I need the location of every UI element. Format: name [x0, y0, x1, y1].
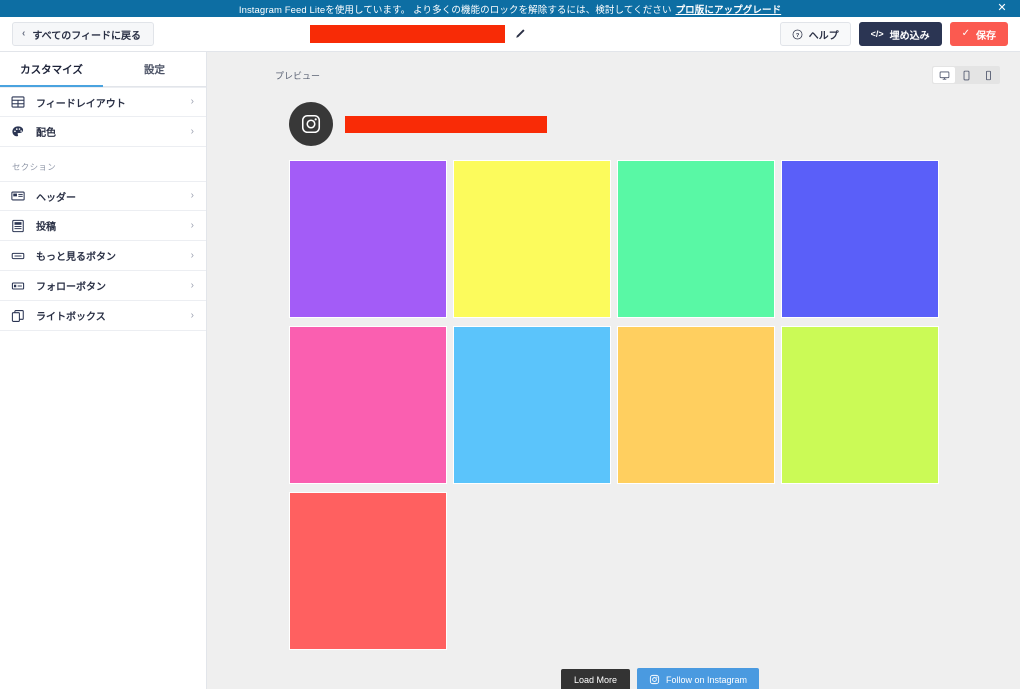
tab-settings[interactable]: 設定	[103, 52, 206, 86]
back-to-all-feeds-button[interactable]: ‹ すべてのフィードに戻る	[12, 22, 155, 46]
question-circle-icon: ?	[792, 29, 803, 40]
chevron-right-icon: ›	[190, 249, 194, 261]
grid-icon	[10, 94, 26, 110]
sidebar-item-header-label: ヘッダー	[36, 192, 76, 204]
feed-title-redacted	[310, 25, 505, 43]
load-more-button[interactable]: Load More	[560, 668, 630, 689]
sidebar-item-lightbox-label: ライトボックス	[36, 312, 106, 323]
preview-pane: プレビュー	[207, 52, 1020, 689]
sidebar-item-lightbox[interactable]: ライトボックス ›	[0, 301, 206, 331]
follow-button-icon	[10, 278, 26, 294]
preview-label: プレビュー	[275, 70, 321, 81]
sidebar-primary-list: フィードレイアウト › 配色 ›	[0, 87, 206, 147]
tab-settings-label: 設定	[144, 63, 165, 76]
sidebar-item-feed-layout-label: フィードレイアウト	[36, 98, 126, 110]
sidebar-item-feed-layout[interactable]: フィードレイアウト ›	[0, 87, 206, 117]
sidebar-section-label: セクション	[12, 162, 57, 172]
post-grid-wrapper: Load More Follow on Instagram	[207, 146, 939, 689]
lightbox-icon	[10, 308, 26, 324]
palette-icon	[10, 124, 26, 140]
chevron-right-icon: ›	[190, 279, 194, 291]
device-mobile-button[interactable]	[977, 67, 999, 83]
instagram-icon	[301, 114, 321, 134]
main-layout: カスタマイズ 設定 フィードレイアウト ›	[0, 52, 1020, 689]
promo-banner-text: Instagram Feed Liteを使用しています。 より多くの機能のロック…	[238, 4, 672, 16]
post-tile[interactable]	[289, 160, 447, 318]
close-icon[interactable]: ✕	[997, 2, 1007, 14]
post-tile[interactable]	[617, 326, 775, 484]
chevron-right-icon: ›	[190, 96, 194, 107]
load-more-icon	[10, 248, 26, 264]
toolbar-actions: ? ヘルプ </> 埋め込み ✓ 保存	[779, 22, 1008, 46]
sidebar-item-follow-button[interactable]: フォローボタン ›	[0, 271, 206, 301]
chevron-right-icon: ›	[190, 125, 194, 137]
sidebar-item-load-more-button-label: もっと見るボタン	[36, 252, 116, 263]
device-tablet-button[interactable]	[955, 67, 977, 83]
sidebar-item-color-scheme-label: 配色	[36, 128, 56, 139]
svg-text:?: ?	[795, 32, 799, 38]
post-tile[interactable]	[781, 160, 939, 318]
feed-title-area	[310, 25, 527, 43]
post-grid	[289, 160, 939, 650]
help-button[interactable]: ? ヘルプ	[779, 22, 851, 46]
avatar	[289, 102, 333, 146]
device-desktop-button[interactable]	[933, 67, 955, 83]
promo-banner: Instagram Feed Liteを使用しています。 より多くの機能のロック…	[0, 0, 1020, 17]
top-toolbar: ‹ すべてのフィードに戻る ? ヘルプ </> 埋め込み ✓ 保存	[0, 17, 1020, 52]
sidebar-section-list: ヘッダー › 投稿 ›	[0, 181, 206, 331]
save-button[interactable]: ✓ 保存	[949, 22, 1008, 46]
help-button-label: ヘルプ	[808, 30, 839, 42]
upgrade-pro-link[interactable]: プロ版にアップグレード	[675, 4, 782, 16]
sidebar: カスタマイズ 設定 フィードレイアウト ›	[0, 52, 207, 689]
username-redacted	[345, 115, 547, 133]
pencil-icon[interactable]	[513, 27, 527, 41]
sidebar-item-posts-label: 投稿	[36, 222, 56, 233]
feed-action-buttons: Load More Follow on Instagram	[289, 668, 1020, 689]
post-tile[interactable]	[453, 326, 611, 484]
check-icon: ✓	[961, 28, 970, 39]
code-icon: </>	[870, 28, 884, 39]
sidebar-item-load-more-button[interactable]: もっと見るボタン ›	[0, 241, 206, 271]
sidebar-item-follow-button-label: フォローボタン	[36, 282, 106, 293]
back-button-label: すべてのフィードに戻る	[32, 30, 142, 42]
chevron-right-icon: ›	[190, 190, 194, 201]
preview-header: プレビュー	[207, 52, 1020, 84]
instagram-icon	[649, 674, 660, 685]
embed-button[interactable]: </> 埋め込み	[858, 22, 942, 46]
save-button-label: 保存	[976, 30, 996, 42]
post-tile[interactable]	[617, 160, 775, 318]
post-tile[interactable]	[289, 492, 447, 650]
post-tile[interactable]	[781, 326, 939, 484]
header-icon	[10, 188, 26, 204]
follow-on-instagram-button[interactable]: Follow on Instagram	[636, 668, 760, 689]
sidebar-item-posts[interactable]: 投稿 ›	[0, 211, 206, 241]
tab-customize[interactable]: カスタマイズ	[0, 52, 103, 87]
instagram-account-header	[207, 84, 1020, 146]
post-tile[interactable]	[453, 160, 611, 318]
sidebar-tabs: カスタマイズ 設定	[0, 52, 206, 87]
sidebar-item-header[interactable]: ヘッダー ›	[0, 181, 206, 211]
sidebar-item-color-scheme[interactable]: 配色 ›	[0, 117, 206, 147]
post-tile[interactable]	[289, 326, 447, 484]
device-toggle	[932, 66, 1000, 84]
tab-customize-label: カスタマイズ	[20, 63, 83, 76]
chevron-left-icon: ‹	[22, 28, 26, 39]
chevron-right-icon: ›	[190, 309, 194, 321]
embed-button-label: 埋め込み	[889, 30, 930, 42]
chevron-right-icon: ›	[190, 219, 194, 231]
follow-button-label: Follow on Instagram	[665, 674, 748, 685]
posts-icon	[10, 218, 26, 234]
